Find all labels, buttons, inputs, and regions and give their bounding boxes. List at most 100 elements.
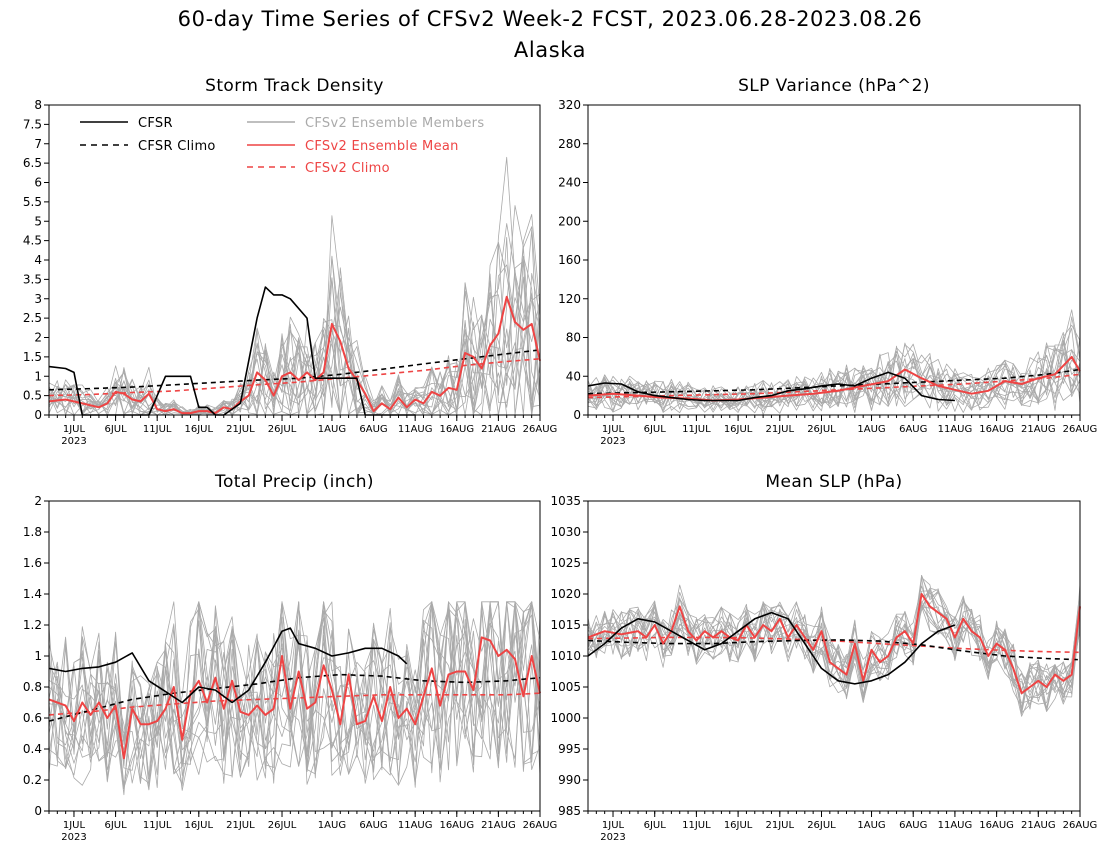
legend-label: CFSv2 Climo bbox=[305, 161, 390, 176]
y-tick-label: 1005 bbox=[550, 680, 581, 694]
x-tick-label: 21AUG bbox=[1021, 424, 1056, 435]
x-tick-label: 1AUG bbox=[318, 424, 346, 435]
ensemble-members bbox=[48, 601, 541, 796]
x-tick-label: 1JUL bbox=[63, 424, 86, 435]
y-tick-label: 0 bbox=[573, 408, 581, 422]
chart-panel-2: SLP Variance (hPa^2) 0 40 80 120 160 200 240 280… bbox=[558, 76, 1097, 447]
series-line-cfsr bbox=[587, 611, 956, 685]
ensemble-members bbox=[587, 575, 1081, 717]
y-tick-label: 990 bbox=[558, 773, 581, 787]
ensemble-member-line bbox=[48, 215, 541, 416]
series-line-mean-climo bbox=[48, 358, 541, 397]
x-tick-label: 11JUL bbox=[143, 820, 172, 831]
y-tick-label: 8 bbox=[34, 98, 42, 112]
y-tick-label: 1030 bbox=[550, 525, 581, 539]
y-tick-label: 0.4 bbox=[23, 742, 42, 756]
x-tick-label: 6JUL bbox=[644, 424, 667, 435]
y-tick-label: 0 bbox=[34, 408, 42, 422]
legend-label: CFSR bbox=[138, 116, 173, 131]
x-tick-label: 1JUL bbox=[602, 424, 625, 435]
ensemble-member-line bbox=[587, 359, 1081, 411]
x-tick-label: 21JUL bbox=[766, 820, 795, 831]
panel-title: SLP Variance (hPa^2) bbox=[738, 76, 930, 96]
series-line-cfsr bbox=[48, 286, 416, 416]
x-year-label: 2023 bbox=[61, 436, 86, 447]
y-tick-label: 3 bbox=[34, 292, 42, 306]
plot-frame bbox=[587, 500, 1081, 812]
x-year-label: 2023 bbox=[600, 436, 625, 447]
chart-panels: Storm Track Density 0 0.5 1 1.5 2 2.5 3 3.5 4 4.5 5… bbox=[23, 76, 1097, 843]
chart-panel-1: Storm Track Density 0 0.5 1 1.5 2 2.5 3 3.5 4 4.5 5… bbox=[23, 76, 557, 447]
y-tick-label: 995 bbox=[558, 742, 581, 756]
y-tick-label: 1020 bbox=[550, 587, 581, 601]
x-tick-label: 11JUL bbox=[682, 820, 711, 831]
y-tick-label: 1035 bbox=[550, 494, 581, 508]
y-tick-label: 4 bbox=[34, 253, 42, 267]
legend-label: CFSv2 Ensemble Mean bbox=[305, 139, 459, 154]
series-line-mean bbox=[587, 593, 1081, 695]
x-tick-label: 21JUL bbox=[226, 820, 255, 831]
x-tick-label: 6AUG bbox=[899, 424, 927, 435]
y-tick-label: 1015 bbox=[550, 618, 581, 632]
legend: CFSR CFSR Climo CFSv2 Ensemble Members CFSv… bbox=[80, 116, 484, 176]
ensemble-member-line bbox=[48, 276, 541, 416]
legend-label: CFSv2 Ensemble Members bbox=[305, 116, 484, 131]
y-tick-label: 985 bbox=[558, 804, 581, 818]
x-tick-label: 1AUG bbox=[318, 820, 346, 831]
x-tick-label: 26JUL bbox=[268, 820, 297, 831]
ensemble-member-line bbox=[48, 601, 541, 791]
y-tick-label: 40 bbox=[566, 369, 581, 383]
y-tick-label: 2 bbox=[34, 494, 42, 508]
y-tick-label: 3.5 bbox=[23, 272, 42, 286]
ensemble-member-line bbox=[587, 577, 1081, 711]
series-line-cfsr-climo bbox=[48, 349, 541, 391]
chart-panel-4: Mean SLP (hPa) 985 990 995 1000 1005 1010 1015 1… bbox=[550, 472, 1097, 843]
y-tick-label: 200 bbox=[558, 214, 581, 228]
y-tick-label: 0.8 bbox=[23, 680, 42, 694]
y-tick-label: 2.5 bbox=[23, 311, 42, 325]
y-tick-label: 1025 bbox=[550, 556, 581, 570]
x-tick-label: 21JUL bbox=[226, 424, 255, 435]
ensemble-member-line bbox=[48, 601, 541, 786]
y-tick-label: 1 bbox=[34, 649, 42, 663]
plot-frame bbox=[587, 104, 1081, 416]
y-tick-label: 7.5 bbox=[23, 117, 42, 131]
x-tick-label: 26AUG bbox=[523, 820, 558, 831]
ensemble-member-line bbox=[587, 339, 1081, 413]
series-line-mean bbox=[48, 636, 541, 760]
ensemble-member-line bbox=[587, 577, 1081, 717]
y-tick-label: 1 bbox=[34, 369, 42, 383]
x-tick-label: 21AUG bbox=[481, 820, 516, 831]
x-tick-label: 1AUG bbox=[857, 820, 885, 831]
y-tick-label: 1.4 bbox=[23, 587, 42, 601]
x-tick-label: 16AUG bbox=[979, 424, 1014, 435]
x-year-label: 2023 bbox=[600, 832, 625, 843]
ensemble-member-line bbox=[48, 242, 541, 416]
y-tick-label: 240 bbox=[558, 176, 581, 190]
ensemble-member-line bbox=[587, 341, 1081, 413]
y-tick-label: 0.2 bbox=[23, 773, 42, 787]
x-tick-label: 26AUG bbox=[1063, 820, 1098, 831]
x-tick-label: 16AUG bbox=[439, 424, 474, 435]
x-tick-label: 11AUG bbox=[938, 820, 973, 831]
chart-panel-3: Total Precip (inch) 0 0.2 0.4 0.6 0.8 1 1.2 1.4 1… bbox=[23, 472, 557, 843]
series-line-mean-climo bbox=[48, 692, 541, 716]
x-tick-label: 6AUG bbox=[359, 424, 387, 435]
y-tick-label: 0.6 bbox=[23, 711, 42, 725]
x-tick-label: 16JUL bbox=[724, 820, 753, 831]
x-tick-label: 6JUL bbox=[644, 820, 667, 831]
ensemble-member-line bbox=[587, 331, 1081, 411]
x-tick-label: 1JUL bbox=[602, 820, 625, 831]
y-tick-label: 6.5 bbox=[23, 156, 42, 170]
x-tick-label: 16AUG bbox=[439, 820, 474, 831]
x-tick-label: 26AUG bbox=[523, 424, 558, 435]
y-tick-label: 5.5 bbox=[23, 195, 42, 209]
ensemble-member-line bbox=[587, 354, 1081, 409]
panel-title: Total Precip (inch) bbox=[214, 472, 374, 492]
ensemble-member-line bbox=[587, 589, 1081, 705]
x-tick-label: 26JUL bbox=[268, 424, 297, 435]
y-tick-label: 5 bbox=[34, 214, 42, 228]
plot-frame bbox=[48, 104, 541, 416]
series-line-cfsr-climo bbox=[587, 639, 1081, 661]
y-tick-label: 0 bbox=[34, 804, 42, 818]
